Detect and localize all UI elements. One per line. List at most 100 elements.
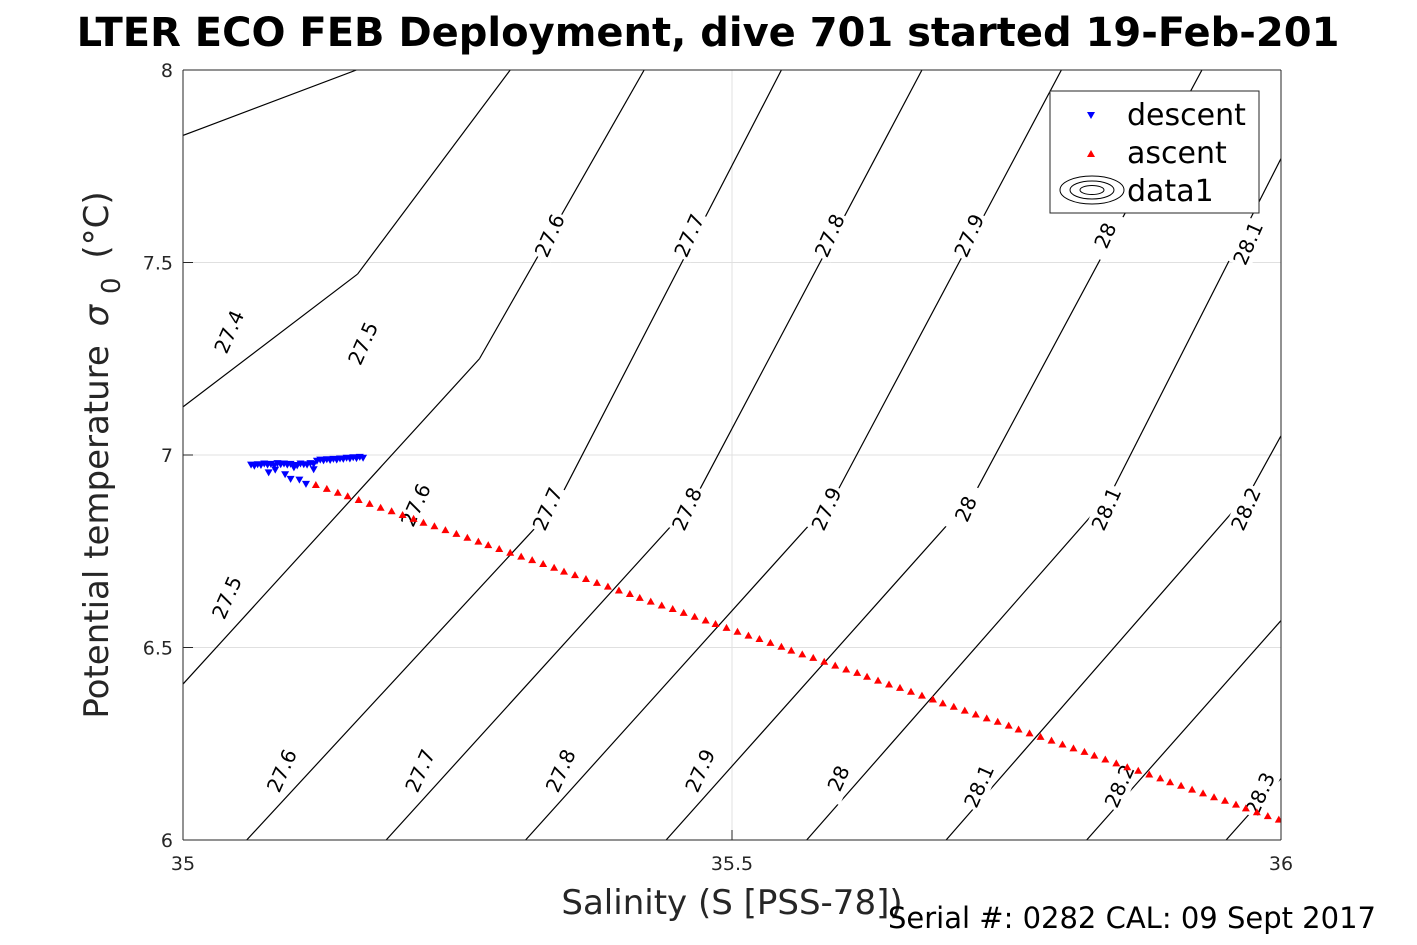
- ascent-point: [1188, 785, 1197, 793]
- ascent-point: [982, 714, 991, 722]
- ascent-point: [657, 601, 666, 609]
- contour-label-bg: [666, 482, 708, 536]
- descent-series: [247, 453, 368, 488]
- contour-line: [357, 70, 511, 275]
- ascent-point: [928, 695, 937, 703]
- x-tick-label: 35.5: [711, 853, 753, 875]
- ascent-point: [1090, 751, 1099, 759]
- ascent-point: [614, 586, 623, 594]
- ascent-point: [1047, 736, 1056, 744]
- y-tick-label: 8: [161, 60, 173, 82]
- contour-label-bg: [529, 208, 571, 263]
- ascent-point: [1199, 789, 1208, 797]
- ascent-point: [1014, 725, 1023, 733]
- contour-label-bg: [208, 304, 250, 359]
- contour-label-bg: [342, 316, 384, 371]
- y-axis-label-text: Potential temperature: [77, 345, 117, 718]
- ascent-point: [463, 533, 472, 541]
- legend-descent-marker: [1087, 112, 1095, 119]
- contour-label-bg: [539, 743, 582, 798]
- descent-point: [295, 476, 304, 484]
- ascent-point: [711, 620, 720, 628]
- ascent-point: [949, 702, 958, 710]
- ascent-point: [1263, 812, 1272, 820]
- ascent-point: [343, 492, 352, 500]
- ascent-point: [1069, 744, 1078, 752]
- ascent-point: [853, 668, 862, 676]
- ascent-point: [960, 706, 969, 714]
- ascent-point: [1004, 721, 1013, 729]
- y-axis-label-subscript: 0: [97, 277, 127, 294]
- ascent-point: [430, 522, 439, 530]
- contour-label-bg: [399, 743, 441, 798]
- legend-contour-icon: [1059, 175, 1125, 205]
- ascent-point: [365, 499, 374, 507]
- ascent-point: [419, 518, 428, 526]
- contour-line: [525, 496, 835, 840]
- ascent-point: [495, 544, 504, 552]
- descent-point: [309, 460, 318, 468]
- ascent-point: [1252, 808, 1261, 816]
- legend-ascent-label: ascent: [1127, 136, 1227, 171]
- contour-label-bg: [261, 743, 303, 798]
- ascent-point: [820, 657, 829, 665]
- ascent-point: [354, 496, 363, 504]
- y-tick-label: 6: [161, 830, 173, 852]
- contour-label-bg: [668, 208, 710, 263]
- x-tick-label: 36: [1269, 853, 1293, 875]
- contour-label-bg: [1239, 766, 1281, 821]
- contour-line: [478, 70, 645, 360]
- contour-label-bg: [945, 482, 987, 536]
- ascent-point: [581, 574, 590, 582]
- ascent-point: [1080, 747, 1089, 755]
- ascent-point: [755, 635, 764, 643]
- contour-labels: 27.4 27.527.6 27.7 27.8 27.9 28 28.127.6 27.7 27…: [206, 208, 1281, 821]
- ascent-point: [787, 646, 796, 654]
- contour-label-bg: [958, 759, 1000, 813]
- ascent-point: [842, 665, 851, 673]
- ascent-point: [517, 552, 526, 560]
- ascent-point: [733, 627, 742, 635]
- y-tick-label: 7.5: [143, 253, 173, 275]
- ascent-point: [993, 717, 1002, 725]
- ascent-point: [528, 556, 537, 564]
- ascent-point: [646, 597, 655, 605]
- contour-line: [693, 70, 923, 502]
- ascent-point: [550, 563, 559, 571]
- ascent-point: [744, 631, 753, 639]
- ascent-series: [311, 481, 1281, 823]
- contour-line: [665, 495, 975, 840]
- y-tick-label: 7: [161, 445, 173, 467]
- contour-line: [385, 500, 695, 840]
- ascent-point: [376, 503, 385, 511]
- descent-point: [359, 454, 368, 462]
- ascent-point: [809, 653, 818, 661]
- contour-line: [1249, 435, 1281, 492]
- contour-line: [945, 491, 1251, 840]
- descent-point: [264, 469, 273, 477]
- y-axis-label-symbol: σ: [77, 303, 117, 326]
- ascent-point: [777, 642, 786, 650]
- ticks: 35 35.5 36 6 6.5 7 7.5 8: [143, 60, 1293, 875]
- contour-label-bg: [679, 743, 721, 798]
- y-tick-label: 6.5: [143, 638, 173, 660]
- ascent-point: [322, 484, 331, 492]
- ascent-point: [895, 683, 904, 691]
- ascent-point: [1134, 766, 1143, 774]
- ascent-point: [635, 593, 644, 601]
- contour-label-bg: [805, 482, 848, 536]
- ascent-point: [474, 537, 483, 545]
- contour-line: [806, 493, 1112, 840]
- contour-line: [183, 358, 480, 685]
- ascent-point: [1210, 793, 1219, 801]
- ascent-point: [452, 529, 461, 537]
- contour-line: [833, 70, 1062, 498]
- legend-box: [1049, 90, 1260, 214]
- ascent-point: [398, 511, 407, 519]
- contour-line: [246, 504, 557, 840]
- contour-label-bg: [1085, 482, 1128, 536]
- ascent-point: [1231, 800, 1240, 808]
- density-contours: [183, 70, 1281, 840]
- y-axis-label: Potential temperature σ 0 (°C): [77, 191, 127, 718]
